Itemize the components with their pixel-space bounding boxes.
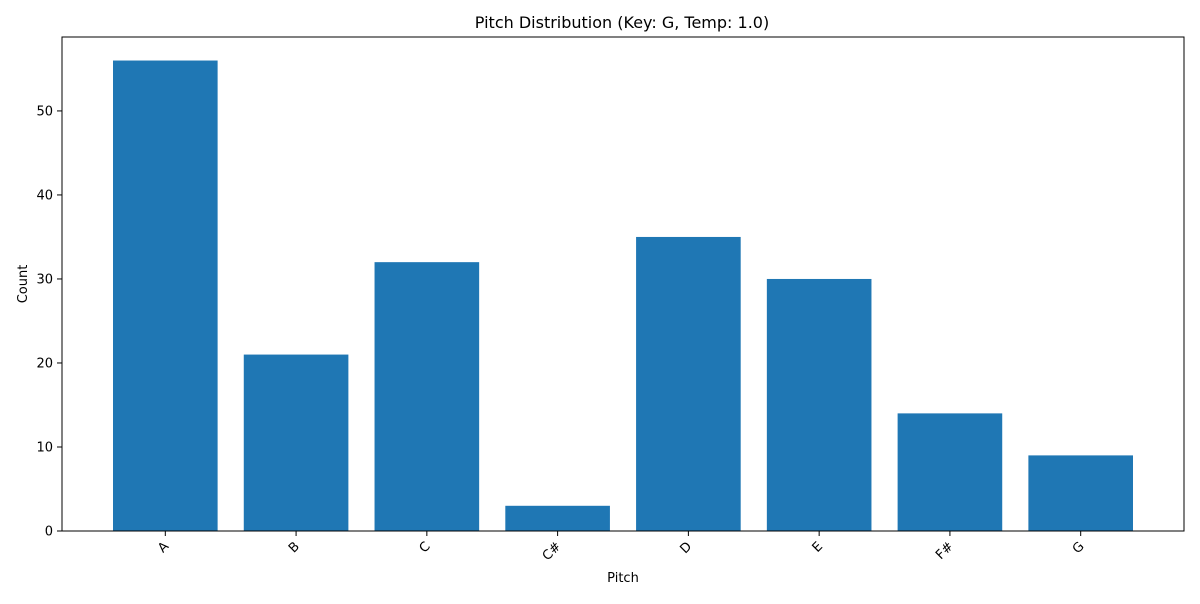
y-axis-label: Count: [16, 265, 31, 304]
x-tick-label: E: [810, 539, 826, 555]
x-tick-label: B: [286, 539, 303, 556]
y-tick-label: 40: [36, 188, 53, 203]
bar-d: [636, 236, 741, 531]
bar-g: [1028, 455, 1133, 531]
x-axis-label: Pitch: [607, 571, 639, 586]
bar-c-sharp: [505, 505, 610, 531]
y-tick-label: 20: [36, 356, 53, 371]
bar-c: [374, 262, 480, 531]
bar-a: [113, 60, 218, 532]
x-tick-label: C#: [540, 539, 565, 564]
x-tick-label: C: [417, 539, 434, 556]
y-tick-label: 50: [36, 104, 53, 119]
x-tick-label: A: [155, 539, 172, 556]
bars: [113, 60, 1133, 532]
x-tick-label: F#: [933, 539, 957, 563]
x-tick-label: G: [1070, 539, 1088, 557]
plot-area-frame: [61, 36, 1185, 532]
y-tick-label: 10: [36, 440, 53, 455]
x-axis-ticks: A B C C# D E F# G: [155, 531, 1088, 564]
y-axis-ticks: 0 10 20 30 40 50: [36, 104, 62, 540]
bar-e: [766, 278, 872, 531]
x-tick-label: D: [678, 539, 696, 557]
y-axis-label-group: Count: [16, 265, 31, 304]
bar-f-sharp: [897, 413, 1003, 531]
y-tick-label: 30: [36, 272, 53, 287]
y-tick-label: 0: [45, 525, 53, 540]
chart-title: Pitch Distribution (Key: G, Temp: 1.0): [475, 13, 769, 32]
bar-b: [243, 354, 349, 531]
